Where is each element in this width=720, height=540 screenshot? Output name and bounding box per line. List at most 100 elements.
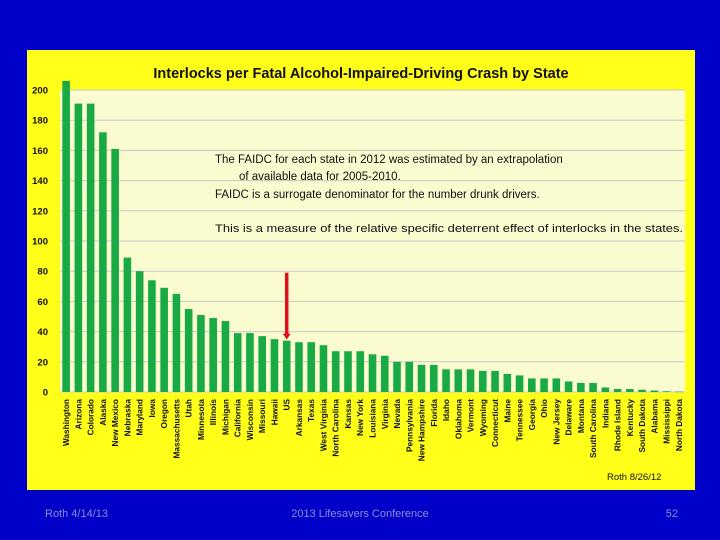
bar: [331, 351, 340, 392]
y-tick-label: 180: [32, 116, 48, 127]
annotation-line-3: FAIDC is a surrogate denominator for the…: [215, 189, 540, 201]
bar: [160, 287, 168, 392]
y-tick-label: 120: [32, 206, 48, 217]
bar: [478, 370, 487, 392]
bar: [650, 390, 659, 392]
annotation-line-1: The FAIDC for each state in 2012 was est…: [215, 154, 563, 166]
annotation-line-4: This is a measure of the relative specif…: [215, 223, 683, 235]
bar: [135, 271, 144, 392]
bar: [307, 342, 316, 392]
x-tick-label: Missouri: [257, 399, 267, 433]
bar: [233, 333, 242, 392]
bar: [86, 103, 95, 392]
x-tick-label: Wyoming: [478, 399, 488, 436]
x-tick-label: North Dakota: [674, 399, 684, 451]
x-tick-label: Alaska: [98, 399, 108, 426]
x-tick-label: West Virginia: [318, 399, 328, 452]
bar: [368, 354, 377, 392]
x-tick-label: Michigan: [220, 399, 230, 435]
x-tick-label: Idaho: [441, 399, 451, 421]
bar: [148, 280, 156, 392]
bar: [282, 340, 291, 392]
x-tick-label: Arkansas: [294, 399, 304, 437]
x-tick-label: Delaware: [564, 399, 574, 436]
bar: [197, 314, 205, 392]
footer-page-number: 52: [665, 508, 678, 520]
bar: [380, 355, 389, 392]
chart-credit: Roth 8/26/12: [607, 472, 661, 483]
x-tick-label: Colorado: [86, 399, 96, 435]
x-tick-label: Massachusetts: [171, 399, 181, 459]
bar: [589, 382, 597, 392]
annotation-line-2: of available data for 2005-2010.: [239, 171, 401, 183]
y-tick-label: 60: [37, 297, 48, 308]
annotation-text: The FAIDC for each state in 2012 was est…: [215, 154, 683, 235]
x-tick-label: Louisiana: [368, 399, 378, 438]
highlight-arrow: [282, 272, 291, 340]
x-tick-label: California: [233, 399, 243, 438]
x-tick-label: Ohio: [539, 399, 549, 418]
x-tick-label: Utah: [184, 399, 194, 417]
bar: [613, 388, 622, 392]
x-tick-label: New York: [355, 399, 365, 436]
bar: [577, 382, 585, 392]
x-tick-label: Kansas: [343, 399, 353, 429]
x-tick-label: New Jersey: [551, 399, 561, 445]
x-tick-label: South Carolina: [588, 399, 598, 458]
arrow-head: [282, 333, 291, 340]
bar: [466, 369, 475, 392]
bar: [123, 257, 132, 392]
bar: [270, 339, 279, 392]
bar: [515, 375, 524, 392]
bar: [246, 333, 254, 392]
chart-title: Interlocks per Fatal Alcohol-Impaired-Dr…: [153, 66, 568, 82]
bar: [258, 336, 267, 392]
x-tick-label: Wisconsin: [245, 399, 255, 440]
x-tick-label: Indiana: [600, 399, 610, 428]
bar: [503, 373, 512, 392]
chart: Interlocks per Fatal Alcohol-Impaired-Dr…: [32, 66, 685, 483]
x-tick-label: Texas: [306, 399, 316, 422]
y-tick-label: 160: [32, 146, 48, 157]
x-tick-label: New Mexico: [110, 399, 120, 447]
x-tick-label: South Dakota: [637, 399, 647, 453]
bars: [62, 80, 683, 393]
y-tick-label: 140: [32, 176, 48, 187]
bar: [626, 388, 634, 392]
y-tick-label: 80: [37, 267, 48, 278]
bar: [184, 308, 193, 392]
x-tick-label: Connecticut: [490, 399, 500, 447]
bar: [601, 387, 610, 392]
bar: [662, 391, 671, 392]
x-tick-label: US: [282, 399, 292, 411]
bar: [172, 293, 181, 392]
y-tick-label: 100: [32, 237, 48, 248]
x-tick-label: Alabama: [649, 399, 659, 434]
bar: [638, 389, 646, 392]
y-tick-label: 200: [32, 86, 48, 97]
x-tick-label: Tennessee: [515, 399, 525, 442]
bar: [356, 351, 365, 392]
bar: [405, 361, 414, 392]
x-tick-label: Illinois: [208, 399, 218, 426]
y-tick-label: 0: [43, 388, 48, 399]
bar: [295, 342, 303, 392]
bar: [552, 378, 561, 392]
footer-conference: 2013 Lifesavers Conference: [291, 508, 429, 520]
bar: [429, 364, 438, 392]
bar: [99, 132, 107, 392]
x-tick-label: Oklahoma: [453, 399, 463, 440]
x-tick-label: Montana: [576, 399, 586, 433]
bar: [111, 148, 119, 392]
bar: [442, 369, 450, 392]
bar: [393, 361, 401, 392]
bar: [62, 80, 70, 392]
x-tick-label: Hawaii: [269, 399, 279, 425]
chart-panel: Interlocks per Fatal Alcohol-Impaired-Dr…: [27, 50, 695, 490]
x-tick-label: Kentucky: [625, 399, 635, 437]
bar: [491, 370, 499, 392]
bar: [528, 378, 536, 392]
bar: [209, 318, 217, 392]
x-tick-label: Georgia: [527, 399, 537, 431]
x-tick-label: Washington: [61, 399, 71, 446]
